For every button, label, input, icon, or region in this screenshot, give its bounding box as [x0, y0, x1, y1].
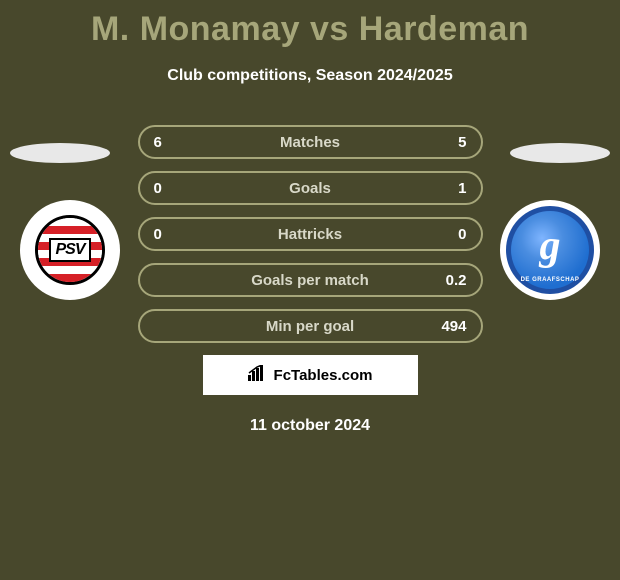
team-badge-right: g DE GRAAFSCHAP: [500, 200, 600, 300]
stat-row-goals: 0 Goals 1: [138, 171, 483, 205]
stat-label: Min per goal: [266, 318, 354, 335]
comparison-panel: PSV g DE GRAAFSCHAP 6 Matches 5 0 Goals …: [0, 125, 620, 435]
page-title: M. Monamay vs Hardeman: [0, 0, 620, 49]
stat-label: Goals: [289, 180, 331, 197]
stat-row-min-per-goal: Min per goal 494: [138, 309, 483, 343]
stat-label: Matches: [280, 134, 340, 151]
date-text: 11 october 2024: [0, 417, 620, 435]
stat-label: Hattricks: [278, 226, 342, 243]
shadow-ellipse-left: [10, 143, 110, 163]
psv-logo-icon: PSV: [35, 215, 105, 285]
subtitle: Club competitions, Season 2024/2025: [0, 67, 620, 85]
brand-box: FcTables.com: [203, 355, 418, 395]
stat-row-matches: 6 Matches 5: [138, 125, 483, 159]
team-badge-left: PSV: [20, 200, 120, 300]
de-graafschap-logo-icon: g DE GRAAFSCHAP: [506, 206, 594, 294]
stat-right-value: 0.2: [446, 272, 467, 289]
stat-left-value: 6: [154, 134, 162, 151]
bar-chart-icon: [248, 365, 268, 385]
de-graafschap-ring-text: DE GRAAFSCHAP: [511, 277, 589, 283]
de-graafschap-g: g: [540, 225, 561, 267]
brand-text: FcTables.com: [274, 367, 373, 384]
psv-logo-text: PSV: [49, 238, 90, 262]
stat-left-value: 0: [154, 180, 162, 197]
stat-right-value: 0: [458, 226, 466, 243]
stat-row-hattricks: 0 Hattricks 0: [138, 217, 483, 251]
stat-left-value: 0: [154, 226, 162, 243]
stat-right-value: 494: [441, 318, 466, 335]
shadow-ellipse-right: [510, 143, 610, 163]
stats-rows: 6 Matches 5 0 Goals 1 0 Hattricks 0 Goal…: [138, 125, 483, 343]
stat-right-value: 1: [458, 180, 466, 197]
stat-row-goals-per-match: Goals per match 0.2: [138, 263, 483, 297]
stat-label: Goals per match: [251, 272, 369, 289]
stat-right-value: 5: [458, 134, 466, 151]
